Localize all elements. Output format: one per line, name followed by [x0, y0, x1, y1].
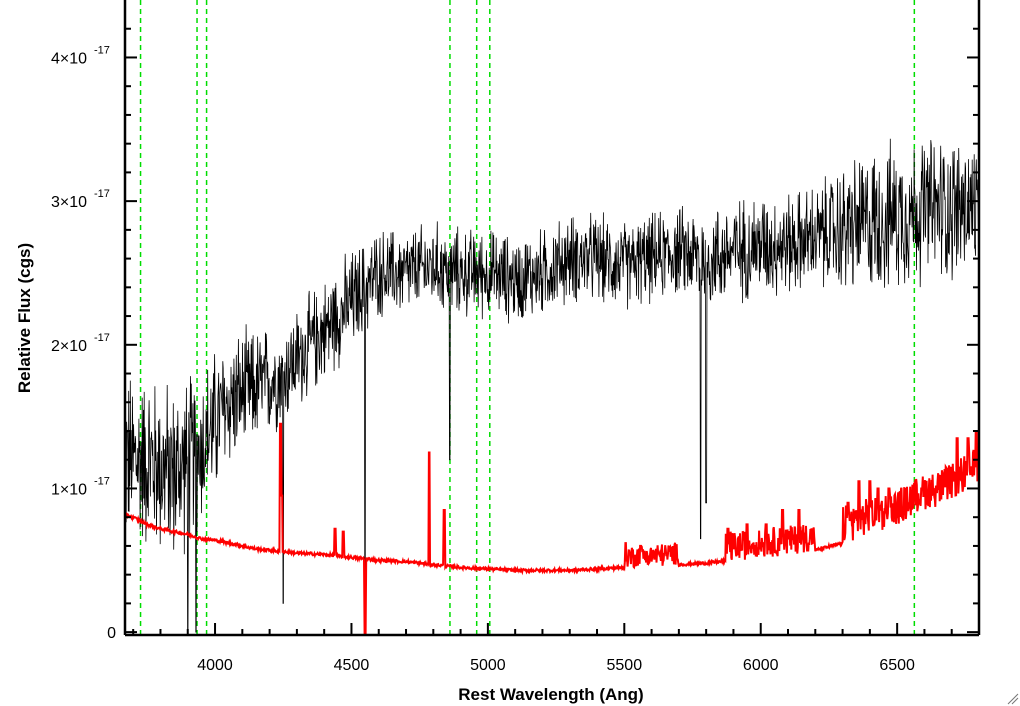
y-tick-label: 4×10 — [51, 50, 87, 67]
x-tick-label: 4000 — [197, 657, 233, 674]
flux-series — [125, 138, 979, 633]
y-tick-label: 2×10 — [51, 338, 87, 355]
x-tick-label: 6500 — [879, 657, 915, 674]
plot-frame — [123, 0, 981, 637]
y-tick-exponent: -17 — [94, 188, 110, 200]
y-tick-label: 1×10 — [51, 481, 87, 498]
x-tick-label: 5500 — [607, 657, 643, 674]
y-tick-exponent: -17 — [94, 475, 110, 487]
error-series — [125, 422, 979, 635]
y-axis-title: Relative Flux (cgs) — [15, 243, 34, 393]
y-tick-label: 3×10 — [51, 194, 87, 211]
x-axis: 4000 4500 5000 5500 6000 6500 — [132, 623, 980, 674]
x-tick-label: 4500 — [334, 657, 370, 674]
flux-line — [125, 138, 979, 633]
error-line — [125, 422, 979, 635]
resize-grip-icon[interactable] — [1007, 693, 1019, 705]
y-tick-exponent: -17 — [94, 44, 110, 56]
y-tick-exponent: -17 — [94, 332, 110, 344]
x-axis-title: Rest Wavelength (Ang) — [458, 685, 643, 704]
x-tick-label: 5000 — [470, 657, 506, 674]
y-tick-label: 0 — [107, 625, 116, 642]
x-tick-label: 6000 — [743, 657, 779, 674]
y-axis: 0 1×10 -17 2×10 -17 3×10 -17 4×10 -17 — [51, 27, 979, 642]
